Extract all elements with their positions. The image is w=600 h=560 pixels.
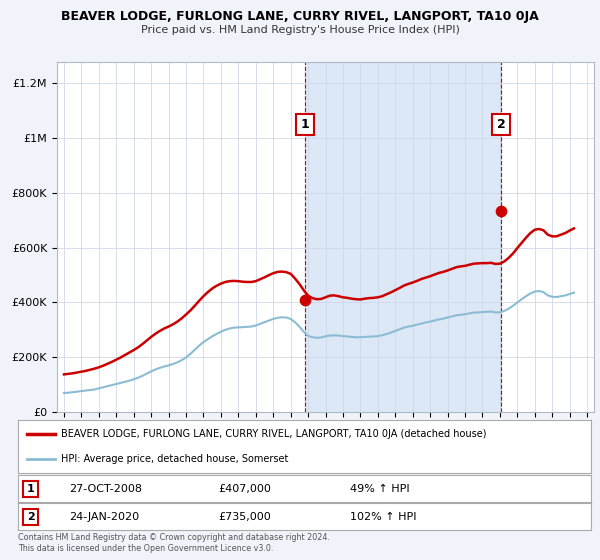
Text: 27-OCT-2008: 27-OCT-2008 [70, 484, 143, 494]
Text: 2: 2 [497, 118, 505, 131]
Text: 49% ↑ HPI: 49% ↑ HPI [350, 484, 410, 494]
Text: 1: 1 [27, 484, 34, 494]
Text: £407,000: £407,000 [218, 484, 271, 494]
Text: Contains HM Land Registry data © Crown copyright and database right 2024.
This d: Contains HM Land Registry data © Crown c… [18, 533, 330, 553]
Text: £735,000: £735,000 [218, 512, 271, 522]
Text: BEAVER LODGE, FURLONG LANE, CURRY RIVEL, LANGPORT, TA10 0JA (detached house): BEAVER LODGE, FURLONG LANE, CURRY RIVEL,… [61, 429, 487, 439]
Text: BEAVER LODGE, FURLONG LANE, CURRY RIVEL, LANGPORT, TA10 0JA: BEAVER LODGE, FURLONG LANE, CURRY RIVEL,… [61, 10, 539, 23]
Text: HPI: Average price, detached house, Somerset: HPI: Average price, detached house, Some… [61, 454, 289, 464]
Point [300, 296, 310, 305]
Point [496, 206, 506, 215]
Text: 102% ↑ HPI: 102% ↑ HPI [350, 512, 417, 522]
Bar [305, 62, 501, 412]
Text: 24-JAN-2020: 24-JAN-2020 [70, 512, 140, 522]
Text: 1: 1 [301, 118, 310, 131]
Text: 2: 2 [27, 512, 34, 522]
Text: Price paid vs. HM Land Registry's House Price Index (HPI): Price paid vs. HM Land Registry's House … [140, 25, 460, 35]
